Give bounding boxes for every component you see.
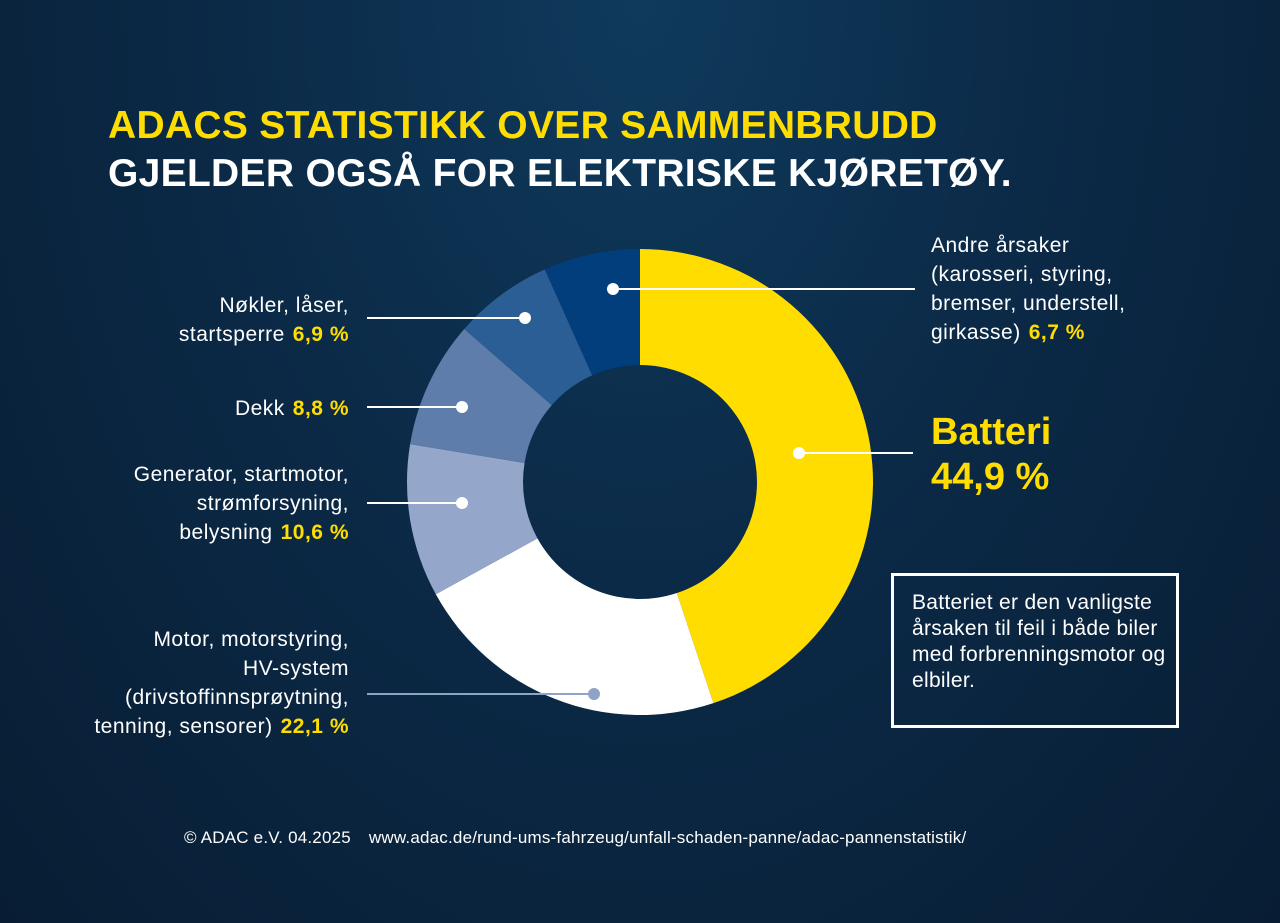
label-motor-line: Motor, motorstyring, [153, 628, 349, 651]
slice-battery [640, 249, 874, 704]
label-tires-line: Dekk [234, 397, 285, 420]
label-keys: Nøkler, låser, startsperre 6,9 % [179, 291, 349, 349]
value-other: 6,7 % [1028, 321, 1085, 344]
note-box: Batteriet er den vanligste årsaken til f… [891, 573, 1179, 728]
label-other: Andre årsaker (karosseri, styring, brems… [931, 231, 1125, 347]
leader-dot-tires [456, 401, 468, 413]
title-line-2: GJELDER OGSÅ FOR ELEKTRISKE KJØRETØY. [108, 152, 1012, 195]
value-keys: 6,9 % [292, 323, 349, 346]
label-keys-line: startsperre [178, 323, 285, 346]
slice-motor [435, 538, 714, 715]
label-generator-line: strømforsyning, [196, 492, 349, 515]
label-battery: Batteri 44,9 % [931, 410, 1051, 500]
label-motor-line: (drivstoffinnsprøytning, [124, 686, 349, 709]
label-motor-line: tenning, sensorer) [94, 715, 273, 738]
label-other-line: Andre årsaker [931, 234, 1070, 257]
note-text: Batteriet er den vanligste årsaken til f… [912, 591, 1166, 692]
label-generator-line: belysning [179, 521, 273, 544]
source-url: www.adac.de/rund-ums-fahrzeug/unfall-sch… [368, 828, 967, 847]
slice-other [544, 249, 640, 376]
leader-dot-generator [456, 497, 468, 509]
headline: ADACS STATISTIKK OVER SAMMENBRUDD GJELDE… [108, 102, 1012, 198]
value-battery: 44,9 % [931, 456, 1050, 498]
leader-dot-other [607, 283, 619, 295]
title-line-1: ADACS STATISTIKK OVER SAMMENBRUDD [108, 104, 938, 147]
label-battery-name: Batteri [931, 411, 1052, 453]
value-generator: 10,6 % [280, 521, 349, 544]
label-other-line: (karosseri, styring, [931, 263, 1113, 286]
label-keys-line: Nøkler, låser, [219, 294, 349, 317]
footer: © ADAC e.V. 04.2025 www.adac.de/rund-ums-… [184, 828, 966, 848]
slice-tires [410, 329, 552, 463]
label-generator-line: Generator, startmotor, [133, 463, 349, 486]
label-motor-line: HV-system [242, 657, 349, 680]
leader-dot-keys [519, 312, 531, 324]
label-motor: Motor, motorstyring, HV-system (drivstof… [94, 625, 349, 741]
copyright: © ADAC e.V. 04.2025 [184, 828, 351, 847]
label-other-line: girkasse) [931, 321, 1021, 344]
label-tires: Dekk 8,8 % [235, 394, 349, 423]
slice-keys [464, 269, 593, 406]
leader-dot-motor [588, 688, 600, 700]
leader-dot-battery [793, 447, 805, 459]
label-other-line: bremser, understell, [931, 292, 1126, 315]
slice-generator [406, 444, 538, 595]
value-tires: 8,8 % [292, 397, 349, 420]
label-generator: Generator, startmotor, strømforsyning, b… [134, 460, 349, 547]
value-motor: 22,1 % [280, 715, 349, 738]
